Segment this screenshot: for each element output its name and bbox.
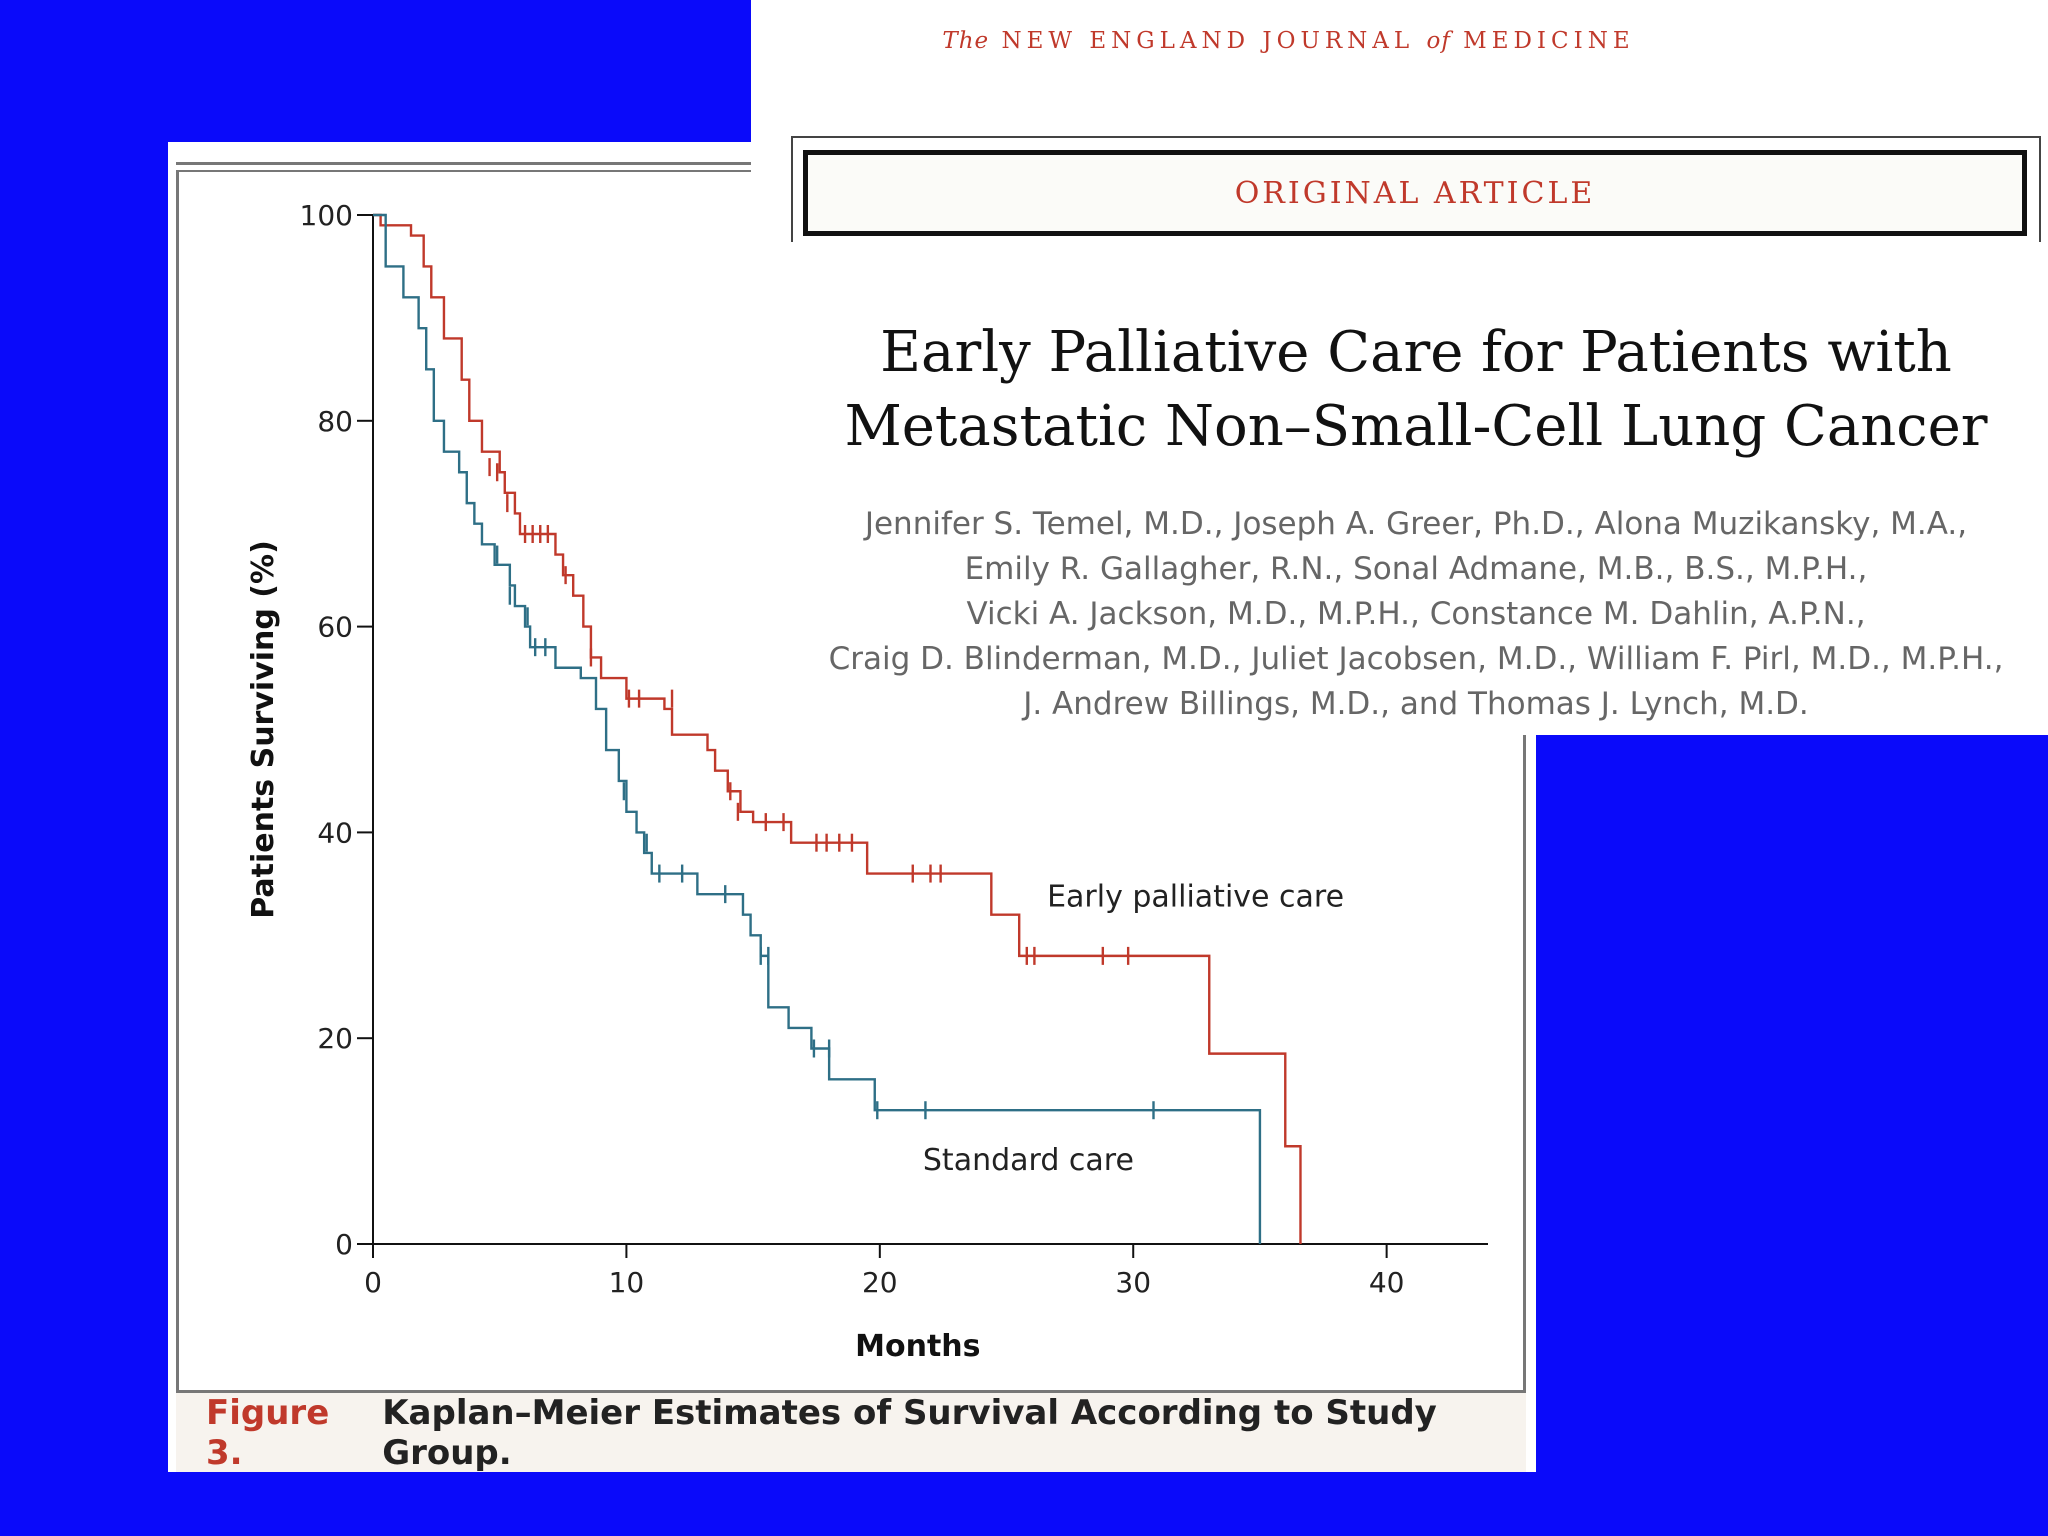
early-palliative-care-curve (373, 213, 1302, 1244)
journal-name: The NEW ENGLAND JOURNAL of MEDICINE (751, 28, 1826, 54)
x-tick-label: 20 (862, 1266, 898, 1299)
journal-name-part2: MEDICINE (1463, 28, 1635, 54)
journal-name-of: of (1426, 28, 1451, 54)
axes: 0 20 40 60 80 100 0 10 20 30 40 (300, 199, 1488, 1299)
standard-care-legend-label: Standard care (923, 1143, 1134, 1178)
figure-caption: Figure 3. Kaplan–Meier Estimates of Surv… (176, 1390, 1526, 1473)
figure-caption-text: Kaplan–Meier Estimates of Survival Accor… (382, 1392, 1437, 1473)
author-line: J. Andrew Billings, M.D., and Thomas J. … (1023, 686, 1809, 722)
figure-caption-label: Figure 3. (206, 1392, 330, 1473)
figure-frame (176, 170, 1526, 1458)
series-layer (373, 213, 1302, 1244)
article-section-label: ORIGINAL ARTICLE (1234, 175, 1596, 211)
standard-care-series (373, 213, 1262, 1244)
author-line: Jennifer S. Temel, M.D., Joseph A. Greer… (864, 506, 1968, 542)
x-tick-label: 40 (1369, 1266, 1405, 1299)
article-title-line-2: Metastatic Non–Small-Cell Lung Cancer (844, 394, 1988, 459)
y-axis-label: Patients Surviving (%) (246, 540, 281, 919)
x-tick-label: 30 (1115, 1266, 1151, 1299)
author-line: Craig D. Blinderman, M.D., Juliet Jacobs… (828, 641, 2004, 677)
y-tick-label: 80 (317, 405, 353, 438)
y-tick-label: 40 (317, 816, 353, 849)
article-header-panel: The NEW ENGLAND JOURNAL of MEDICINE ORIG… (751, 0, 2048, 735)
author-line: Vicki A. Jackson, M.D., M.P.H., Constanc… (966, 596, 1866, 632)
article-section-banner: ORIGINAL ARTICLE (803, 150, 2027, 236)
article-title-line-1: Early Palliative Care for Patients with (880, 320, 1952, 385)
y-tick-label: 100 (300, 199, 353, 232)
x-axis-label: Months (855, 1329, 980, 1364)
journal-name-the: The (942, 28, 990, 54)
x-tick-label: 10 (609, 1266, 645, 1299)
author-line: Emily R. Gallagher, R.N., Sonal Admane, … (964, 551, 1868, 587)
article-section-outer-frame (791, 136, 2041, 242)
article-title: Early Palliative Care for Patients with … (791, 316, 2041, 464)
early-palliative-care-series (373, 213, 1302, 1244)
x-tick-label: 0 (364, 1266, 382, 1299)
y-tick-label: 0 (335, 1228, 353, 1261)
y-tick-label: 60 (317, 611, 353, 644)
y-tick-label: 20 (317, 1022, 353, 1055)
kaplan-meier-chart: 0 20 40 60 80 100 0 10 20 30 40 Patients Surviving… (246, 199, 1488, 1364)
journal-name-part1: NEW ENGLAND JOURNAL (1001, 28, 1415, 54)
author-list: Jennifer S. Temel, M.D., Joseph A. Greer… (791, 502, 2041, 727)
standard-care-curve (373, 213, 1262, 1244)
early-palliative-care-legend-label: Early palliative care (1047, 879, 1344, 914)
